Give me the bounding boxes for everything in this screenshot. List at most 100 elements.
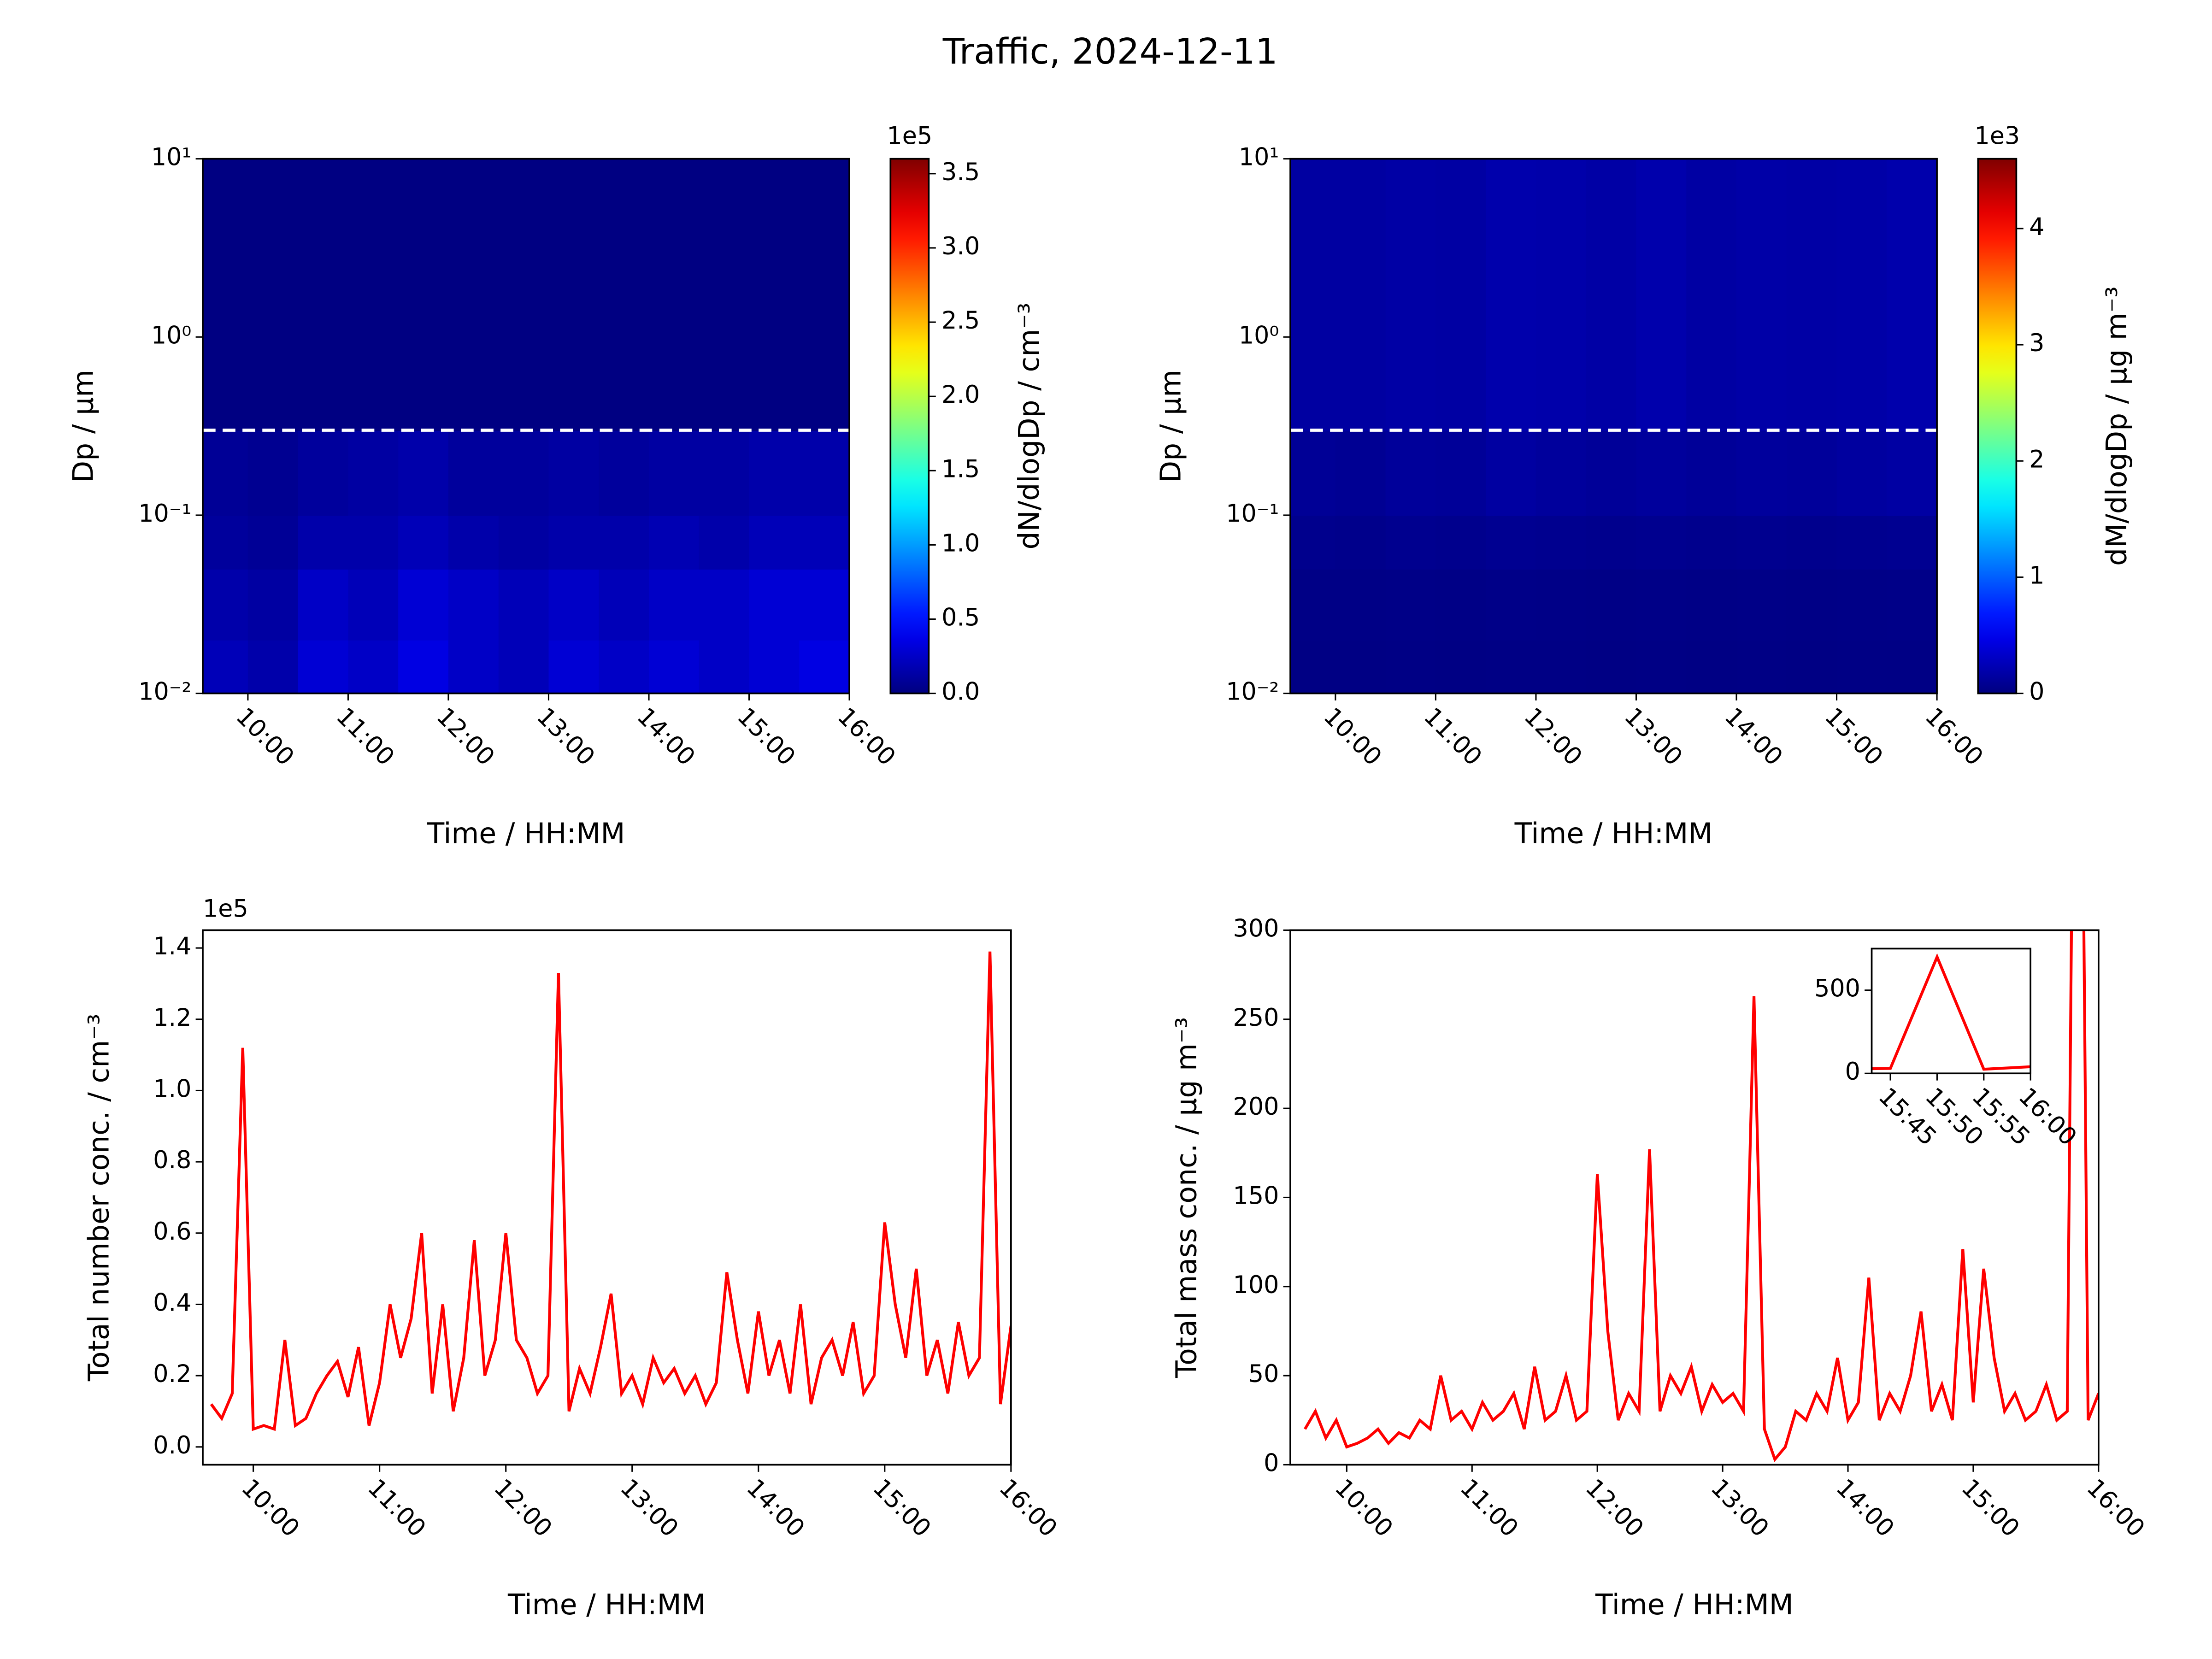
y-tick-label: 10⁰	[151, 321, 192, 349]
x-tick-label: 15:00	[732, 702, 801, 771]
heatmap-cell	[398, 640, 449, 694]
y-tick-label: 1.2	[153, 1004, 191, 1032]
x-tick-label: 12:00	[431, 702, 500, 771]
heatmap-cell	[298, 515, 349, 570]
heatmap-cell	[1335, 430, 1387, 516]
heatmap-cell	[1435, 430, 1487, 516]
heatmap-cell	[599, 569, 650, 641]
heatmap-cell	[799, 515, 850, 570]
y-tick-label: 300	[1233, 914, 1279, 942]
heatmap-cell	[749, 430, 800, 516]
y-tick-label: 0.0	[153, 1431, 191, 1459]
heatmap-cell	[1887, 515, 1937, 570]
colorbar	[1977, 158, 2018, 694]
heatmap-cell	[247, 569, 299, 641]
colorbar-tick-label: 1	[2029, 561, 2044, 589]
x-tick-label: 12:00	[1518, 702, 1588, 771]
heatmap-cell	[1887, 640, 1937, 694]
heatmap-cell	[1535, 430, 1587, 516]
heatmap-cell	[1486, 640, 1537, 694]
y-tick-label: 0.6	[153, 1218, 191, 1246]
heatmap-cell	[1836, 515, 1888, 570]
heatmap-cell	[548, 515, 600, 570]
x-tick-label: 16:00	[994, 1473, 1063, 1542]
heatmap-cell	[398, 569, 449, 641]
heatmap-cell	[1385, 159, 1436, 431]
data-line	[1304, 930, 2099, 1463]
data-line	[210, 951, 1011, 1431]
heatmap-cell	[498, 430, 550, 516]
x-tick-label: 10:00	[1330, 1473, 1399, 1542]
colorbar-tick-label: 2	[2029, 445, 2044, 473]
y-tick-label: 0	[1264, 1449, 1279, 1477]
heatmap-cell	[1786, 159, 1838, 431]
y-tick-label: 0.4	[153, 1288, 191, 1317]
x-axis-label: Time / HH:MM	[1514, 817, 1713, 850]
y-tick-label: 0.8	[153, 1146, 191, 1174]
heatmap-cell	[498, 159, 550, 431]
colorbar-tick-label: 4	[2029, 213, 2044, 241]
x-tick-label: 11:00	[331, 702, 400, 771]
heatmap-cell	[398, 430, 449, 516]
x-tick-label: 14:00	[741, 1473, 810, 1542]
heatmap-cell	[749, 640, 800, 694]
heatmap-cell	[1290, 569, 1336, 641]
heatmap-cell	[1636, 515, 1687, 570]
heatmap-cell	[203, 515, 249, 570]
x-tick-label: 13:00	[1706, 1473, 1775, 1542]
heatmap-cell	[448, 430, 500, 516]
colorbar-tick-label: 0.5	[941, 604, 980, 632]
heatmap-cell	[1486, 159, 1537, 431]
heatmap-cell	[699, 569, 750, 641]
heatmap-cell	[1586, 430, 1637, 516]
heatmap-cell	[1736, 569, 1788, 641]
y-tick-label: 10⁻²	[1226, 678, 1279, 706]
heatmap-cell	[599, 515, 650, 570]
heatmap-cell	[247, 515, 299, 570]
heatmap-cell	[1786, 515, 1838, 570]
colorbar-tick-label: 2.0	[941, 381, 980, 409]
heatmap-cell	[649, 640, 700, 694]
heatmap-cell	[1786, 569, 1838, 641]
heatmap-cell	[1486, 430, 1537, 516]
heatmap-cell	[799, 430, 850, 516]
colorbar-tick-label: 3.0	[941, 232, 980, 260]
heatmap-cell	[1435, 569, 1487, 641]
heatmap-cell	[599, 159, 650, 431]
y-tick-label: 100	[1233, 1271, 1279, 1299]
colorbar-offset: 1e3	[1974, 122, 2020, 150]
heatmap-cell	[749, 159, 800, 431]
heatmap-cell	[1636, 430, 1687, 516]
x-tick-label: 16:00	[1920, 702, 1989, 771]
heatmap-cell	[1385, 569, 1436, 641]
y-tick-label: 10⁻²	[138, 678, 191, 706]
heatmap-cell	[1836, 159, 1888, 431]
heatmap-cell	[649, 515, 700, 570]
heatmap-cell	[1435, 159, 1487, 431]
y-tick-label: 0.2	[153, 1360, 191, 1388]
heatmap	[1290, 159, 1937, 694]
heatmap-cell	[348, 640, 399, 694]
y-tick-label: 1.4	[153, 932, 191, 960]
heatmap-cell	[448, 640, 500, 694]
heatmap-cell	[1786, 640, 1838, 694]
y-tick-label: 10⁰	[1239, 321, 1279, 349]
heatmap-cell	[1335, 569, 1387, 641]
heatmap-cell	[1486, 569, 1537, 641]
x-tick-label: 13:00	[615, 1473, 684, 1542]
axes-frame	[202, 158, 850, 694]
y-tick-label: 150	[1233, 1182, 1279, 1210]
y-tick-label: 500	[1814, 975, 1860, 1003]
heatmap-cell	[1335, 515, 1387, 570]
y-tick-label: 0	[1845, 1058, 1860, 1086]
y-axis-label: Total number conc. / cm⁻³	[82, 1014, 116, 1382]
heatmap-cell	[1586, 640, 1637, 694]
heatmap-cell	[1535, 159, 1587, 431]
heatmap-cell	[1335, 640, 1387, 694]
heatmap-cell	[699, 430, 750, 516]
y-tick-label: 200	[1233, 1093, 1279, 1121]
heatmap-cell	[1686, 515, 1737, 570]
heatmap-cell	[1636, 569, 1687, 641]
x-axis-label: Time / HH:MM	[427, 817, 625, 850]
heatmap-cell	[799, 159, 850, 431]
